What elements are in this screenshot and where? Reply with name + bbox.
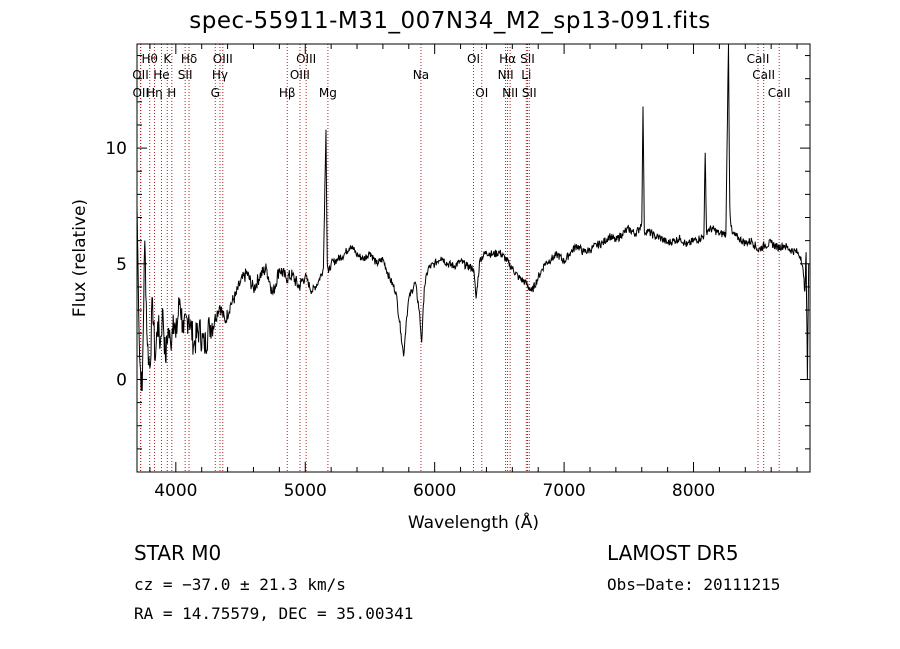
line-marker-label: CaII <box>752 68 775 82</box>
y-axis-label: Flux (relative) <box>70 199 90 317</box>
x-tick-label: 5000 <box>284 481 327 501</box>
chart-title: spec-55911-M31_007N34_M2_sp13-091.fits <box>189 8 711 34</box>
obs-date: Obs−Date: 20111215 <box>607 575 781 594</box>
class-line: STAR M0 <box>134 541 222 565</box>
line-marker-label: Hδ <box>181 52 197 66</box>
line-marker-label: Na <box>413 68 429 82</box>
y-tick-label: 0 <box>116 370 127 390</box>
line-marker-label: CaII <box>768 86 791 100</box>
redshift-line: cz = −37.0 ± 21.3 km/s <box>134 575 346 594</box>
line-marker-label: OI <box>467 52 480 66</box>
spectrum-line <box>136 43 810 392</box>
line-marker-label: Li <box>521 68 531 82</box>
line-marker-label: SII <box>178 68 193 82</box>
line-marker-label: CaII <box>747 52 770 66</box>
radec-line: RA = 14.75579, DEC = 35.00341 <box>134 604 414 623</box>
line-marker-label: SII <box>522 86 537 100</box>
line-marker-label: Mg <box>319 86 337 100</box>
line-marker-label: Hβ <box>279 86 296 100</box>
axis-ticks: 4000 5000 6000 7000 8000 0 5 10 <box>105 44 810 501</box>
x-tick-label: 6000 <box>413 481 456 501</box>
line-marker-label: OIII <box>296 52 316 66</box>
x-tick-label: 7000 <box>542 481 585 501</box>
line-marker-label: OI <box>475 86 488 100</box>
y-tick-label: 5 <box>116 255 127 275</box>
y-tick-label: 10 <box>105 139 127 159</box>
line-marker-label: K <box>163 52 172 66</box>
line-marker-label: OIII <box>213 52 233 66</box>
x-axis-label: Wavelength (Å) <box>408 511 539 533</box>
line-marker-label: G <box>211 86 220 100</box>
x-tick-label: 4000 <box>154 481 197 501</box>
line-marker-label: Hθ <box>141 52 157 66</box>
survey-label: LAMOST DR5 <box>607 541 739 565</box>
line-marker-label: OIII <box>290 68 310 82</box>
line-marker-label: SII <box>520 52 535 66</box>
line-marker-label: NII <box>498 68 514 82</box>
line-marker-label: H <box>167 86 176 100</box>
x-tick-label: 8000 <box>672 481 715 501</box>
line-marker-label: Hα <box>499 52 516 66</box>
plot-frame <box>136 43 811 473</box>
line-marker-label: He <box>153 68 169 82</box>
line-marker-label: Hγ <box>212 68 228 82</box>
line-marker-label: NII <box>502 86 518 100</box>
line-marker-label: Hη <box>146 86 163 100</box>
